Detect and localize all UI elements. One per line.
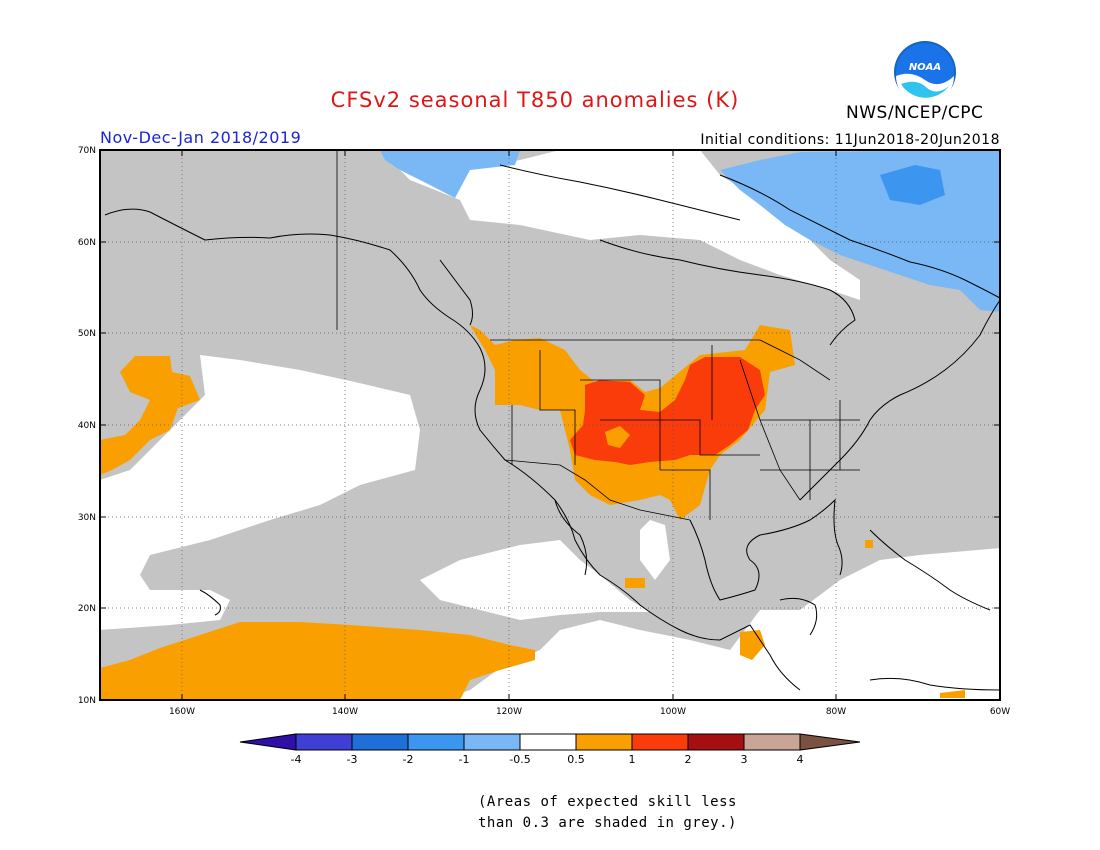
white-pacific-south [443,548,999,699]
lat-label: 30N [78,513,96,523]
colorbar-label: 1 [629,753,636,766]
colorbar-swatch [743,733,801,751]
colorbar-label: 3 [741,753,748,766]
map-title: CFSv2 seasonal T850 anomalies (K) [330,88,740,112]
colorbar-label: -2 [403,753,414,766]
colorbar-label: 4 [797,753,804,766]
white-gulf-strip [640,520,670,580]
anomaly-map: 70N 60N 50N 40N 30N 20N 10N 160W 140W 12… [78,146,1010,766]
lat-label: 10N [78,696,96,706]
colorbar-swatch [463,733,521,751]
colorbar-labels: -4 -3 -2 -1 -0.5 0.5 1 2 3 4 [291,753,804,766]
colorbar-swatch [799,733,861,751]
warm-anomaly-mexico [625,578,645,588]
white-east-pacific [420,540,650,620]
colorbar-label: 2 [685,753,692,766]
colorbar-swatch [519,733,577,751]
colorbar-swatch [631,733,689,751]
coastlines [104,164,1001,691]
warm-anomaly-caribbean-edge [940,690,965,698]
svg-text:NOAA: NOAA [909,62,941,73]
footnote: (Areas of expected skill less than 0.3 a… [478,792,737,834]
lat-label: 60N [78,238,96,248]
longitude-labels: 160W 140W 120W 100W 80W 60W [169,707,1010,717]
colorbar-swatch [295,733,353,751]
colorbar-swatch [575,733,633,751]
colorbar-label: -1 [459,753,470,766]
warm-anomaly-pacific-south [101,622,535,699]
colorbar-label: -4 [291,753,302,766]
latitude-labels: 70N 60N 50N 40N 30N 20N 10N [78,146,96,706]
warm-anomaly-cuba-spot [865,540,873,548]
lon-label: 140W [332,707,358,717]
colorbar-swatch [351,733,409,751]
lon-label: 160W [169,707,195,717]
cool-anomaly-north [380,151,520,198]
lon-label: 120W [496,707,522,717]
footnote-line: (Areas of expected skill less [478,794,737,810]
noaa-logo-icon: NOAA [894,41,956,104]
footnote-line: than 0.3 are shaded in grey.) [478,815,737,831]
white-canada [395,151,860,300]
white-pacific-west [101,355,420,630]
neutral-hole-utah [605,426,630,448]
lat-label: 50N [78,329,96,339]
initial-conditions-label: Initial conditions: 11Jun2018-20Jun2018 [700,132,1000,148]
colorbar-label: -3 [347,753,358,766]
colorbar-swatch [239,733,297,751]
season-label: Nov-Dec-Jan 2018/2019 [100,128,302,147]
colorbar-label: -0.5 [509,753,530,766]
cool-anomaly-northeast-core [880,165,945,205]
agency-label: NWS/NCEP/CPC [846,103,984,123]
warm-anomaly-pacific-west [101,356,200,475]
boundaries [336,150,860,521]
colorbar-swatch [687,733,745,751]
lon-label: 100W [660,707,686,717]
lat-label: 40N [78,421,96,431]
colorbar-swatch [407,733,465,751]
shaded-fields [101,151,999,699]
colorbar-label: 0.5 [567,753,585,766]
lon-label: 80W [826,707,846,717]
axis-ticks [100,150,1000,700]
colorbar [239,733,861,751]
lat-label: 70N [78,146,96,156]
lat-label: 20N [78,604,96,614]
lon-label: 60W [990,707,1010,717]
